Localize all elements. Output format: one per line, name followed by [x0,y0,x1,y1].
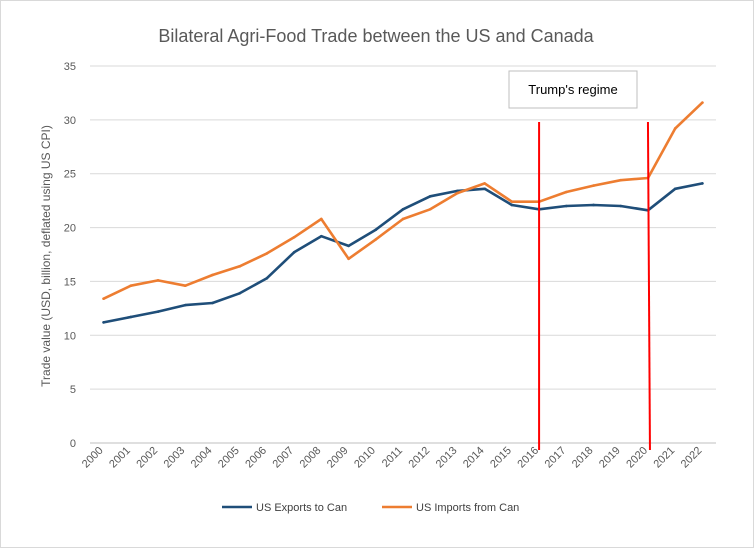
data-point [483,182,486,185]
data-point [156,279,160,282]
x-tick-label: 2016 [515,445,541,471]
x-tick-label: 2011 [380,445,405,470]
legend: US Exports to Can US Imports from Can [222,502,519,514]
x-tick-label: 2001 [107,445,133,471]
data-point [211,301,214,305]
data-point [428,195,432,198]
data-point [238,291,241,295]
annotation-label: Trump's regime [528,82,617,97]
annotation-box [508,70,638,109]
data-point [183,303,187,307]
legend-label-0: US Exports to Can [256,502,347,514]
y-tick-label: 10 [64,330,76,342]
data-point [374,238,378,241]
data-point [701,182,704,185]
series-line-1 [102,101,704,301]
data-point [592,203,595,207]
x-tick-label: 2007 [270,445,296,471]
data-point [592,184,595,187]
data-point [401,207,405,211]
regime-end-line [646,121,651,451]
data-point [619,178,623,182]
x-tick-label: 2005 [216,445,242,471]
y-tick-label: 30 [64,115,76,127]
y-tick-label: 5 [70,384,76,396]
data-point [374,228,378,232]
data-point [565,204,568,208]
x-tick-label: 2009 [325,445,351,471]
data-point [129,284,133,288]
trump-regime-annotation: Trump's regime [508,70,651,451]
data-point [292,235,296,239]
data-point [265,276,269,280]
data-point [510,203,514,207]
x-tick-label: 2006 [243,445,269,471]
series-line-0 [102,182,704,324]
data-point [129,315,133,319]
data-point [211,273,214,277]
x-tick-label: 2013 [434,445,460,471]
x-tick-label: 2021 [651,445,677,471]
data-point [320,217,323,221]
data-point [701,101,704,104]
data-point [673,127,677,130]
y-tick-label: 0 [70,438,76,450]
data-point [456,191,459,195]
x-tick-label: 2018 [570,445,596,471]
gridlines [90,65,716,444]
data-point [102,297,105,300]
x-tick-label: 2004 [189,445,215,471]
x-tick-label: 2000 [80,445,106,471]
x-tick-label: 2020 [624,445,650,471]
y-tick-label: 25 [64,169,76,181]
data-point [428,207,432,211]
y-axis-label: Trade value (USD, billion, deflated usin… [39,125,53,387]
data-point [102,321,105,324]
x-tick-label: 2014 [461,445,487,471]
x-tick-label: 2015 [488,445,514,471]
x-tick-label: 2010 [352,445,378,471]
data-point [265,252,269,255]
data-point [183,284,187,288]
x-tick-label: 2003 [162,445,188,471]
data-point [238,265,241,268]
x-tick-labels: 2000 2001 2002 2003 2004 2005 2006 2007 2008 2009… [80,445,705,471]
data-point [619,204,623,208]
y-tick-label: 15 [64,276,76,288]
x-tick-label: 2017 [543,445,569,471]
data-point [347,257,350,261]
x-tick-label: 2022 [679,445,705,471]
chart-title: Bilateral Agri-Food Trade between the US… [158,26,594,46]
data-point [347,244,350,248]
series-lines [102,101,704,324]
x-tick-label: 2008 [298,445,324,471]
data-point [483,187,486,191]
y-tick-label: 20 [64,223,76,235]
data-point [401,217,405,221]
data-point [320,234,323,238]
y-tick-label: 35 [64,61,76,73]
x-tick-label: 2019 [597,445,623,471]
data-point [510,200,514,204]
x-tick-label: 2012 [407,445,433,471]
legend-label-1: US Imports from Can [416,502,519,514]
data-point [292,251,296,254]
y-tick-labels: 0 5 10 15 20 25 30 35 [64,61,76,450]
data-point [565,190,568,194]
data-point [156,310,160,313]
data-point [673,187,677,191]
x-tick-label: 2002 [134,445,160,471]
